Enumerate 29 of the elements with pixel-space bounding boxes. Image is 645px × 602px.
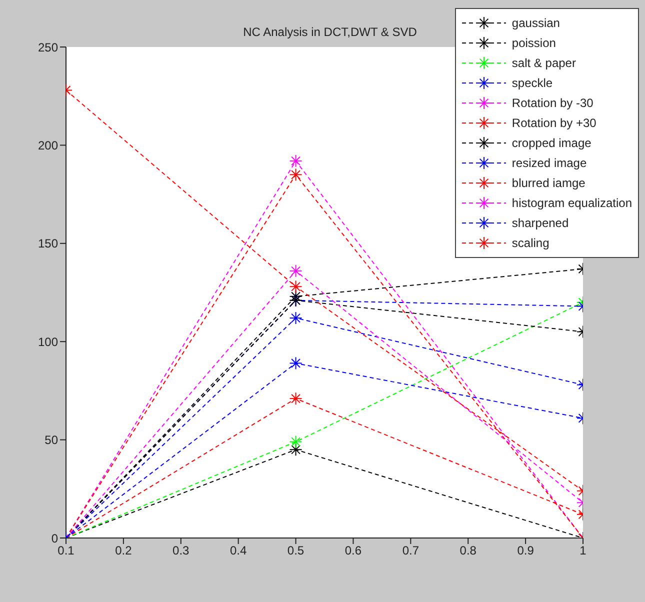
legend-label: Rotation by +30 (512, 116, 596, 130)
x-tick-label: 0.4 (230, 544, 247, 558)
x-tick-label: 0.5 (287, 544, 304, 558)
y-tick-label: 0 (51, 531, 58, 546)
x-tick-label: 0.1 (58, 544, 75, 558)
legend-label: speckle (512, 76, 553, 90)
y-tick-label: 50 (44, 433, 58, 448)
legend-label: scaling (512, 236, 550, 250)
x-tick-label: 0.3 (172, 544, 190, 558)
x-tick-label: 0.8 (460, 544, 477, 558)
legend-label: cropped image (512, 136, 592, 150)
x-tick-label: 1 (580, 544, 587, 558)
legend-label: gaussian (512, 16, 560, 30)
x-tick-label: 0.7 (402, 544, 420, 558)
x-tick-label: 0.6 (344, 544, 362, 558)
legend-label: sharpened (512, 216, 569, 230)
legend-label: blurred iamge (512, 176, 586, 190)
y-tick-label: 100 (38, 334, 58, 349)
legend-label: resized image (512, 156, 587, 170)
legend-label: Rotation by -30 (512, 96, 594, 110)
legend-label: histogram equalization (512, 196, 632, 210)
y-tick-label: 150 (38, 236, 58, 251)
chart-title: NC Analysis in DCT,DWT & SVD (243, 25, 418, 39)
y-tick-label: 250 (38, 40, 58, 54)
x-tick-label: 0.2 (115, 544, 132, 558)
x-tick-label: 0.9 (517, 544, 534, 558)
legend-label: poission (512, 36, 556, 50)
y-tick-label: 200 (38, 138, 58, 152)
legend-label: salt & paper (512, 56, 576, 70)
